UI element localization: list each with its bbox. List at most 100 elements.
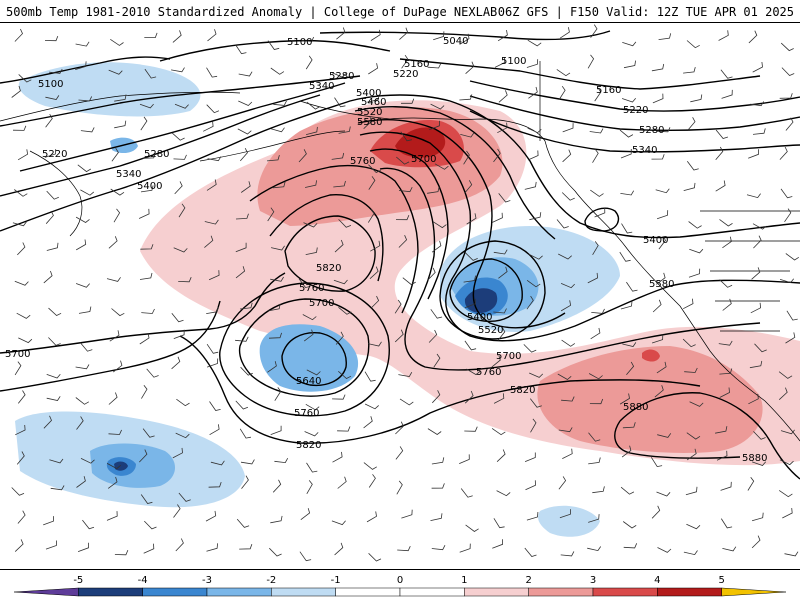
wind-barb bbox=[401, 509, 413, 519]
wind-barb bbox=[333, 279, 348, 285]
wind-barb bbox=[178, 277, 192, 283]
warm-anomaly-region-southwest bbox=[537, 346, 763, 453]
wind-barb bbox=[491, 428, 506, 436]
colorbar-segment bbox=[399, 587, 465, 597]
wind-barb-layer bbox=[11, 24, 800, 562]
wind-barb bbox=[428, 329, 438, 343]
wind-barb bbox=[48, 337, 61, 346]
wind-barb bbox=[460, 132, 475, 138]
wind-barb bbox=[337, 426, 351, 432]
contour-label: 5280 bbox=[329, 71, 354, 82]
wind-barb bbox=[689, 248, 704, 254]
wind-barb bbox=[140, 244, 154, 250]
wind-barb bbox=[753, 431, 766, 440]
wind-barb bbox=[142, 428, 155, 438]
wind-barb bbox=[77, 164, 92, 173]
wind-barb bbox=[778, 490, 793, 498]
wind-barb bbox=[587, 546, 602, 552]
wind-barb bbox=[588, 432, 601, 442]
wind-barb bbox=[18, 74, 32, 83]
cold-anomaly-region-central-pacific bbox=[259, 324, 359, 392]
wind-barb bbox=[367, 341, 382, 347]
wind-barb bbox=[363, 462, 378, 470]
wind-barb bbox=[528, 86, 538, 99]
wind-barb bbox=[270, 67, 285, 75]
wind-barb bbox=[561, 396, 575, 402]
contour-5400-bc-low bbox=[584, 207, 620, 232]
wind-barb bbox=[75, 283, 90, 288]
wind-barb bbox=[114, 94, 127, 102]
wind-barb bbox=[430, 103, 445, 110]
contour-label: 5580 bbox=[649, 279, 674, 290]
coastline-alaska bbox=[299, 100, 576, 192]
wind-barb bbox=[364, 371, 376, 382]
colorbar-segment bbox=[528, 587, 594, 597]
contour-label: 5220 bbox=[623, 105, 648, 116]
wind-barb bbox=[689, 401, 704, 407]
wind-barb bbox=[560, 300, 572, 312]
colorbar-segment bbox=[464, 587, 529, 597]
wind-barb bbox=[236, 518, 250, 528]
wind-barb bbox=[780, 188, 793, 199]
wind-barb bbox=[46, 396, 61, 401]
contour-label: 5880 bbox=[742, 453, 767, 464]
wind-barb bbox=[108, 69, 123, 75]
wind-barb bbox=[751, 267, 761, 280]
contour-label: 5400 bbox=[137, 181, 162, 192]
wind-barb bbox=[269, 547, 282, 557]
wind-barb bbox=[270, 276, 284, 282]
wind-barb bbox=[368, 176, 376, 190]
wind-barb bbox=[235, 213, 249, 220]
wind-barb bbox=[172, 447, 183, 459]
wind-barb bbox=[748, 149, 759, 159]
wind-barb bbox=[524, 452, 536, 462]
wind-barb bbox=[779, 93, 793, 99]
colorbar-arrow-right bbox=[721, 587, 787, 597]
wind-barb bbox=[48, 68, 63, 74]
wind-barb bbox=[109, 330, 120, 342]
wind-barb bbox=[78, 96, 93, 102]
colorbar-tick-label: 0 bbox=[397, 575, 403, 586]
wind-barb bbox=[785, 332, 796, 344]
contour-label: 5400 bbox=[643, 235, 668, 246]
wind-barb bbox=[207, 29, 217, 42]
wind-barb bbox=[465, 252, 478, 261]
wind-barb bbox=[267, 40, 280, 50]
wind-barb bbox=[235, 336, 249, 342]
wind-barb bbox=[112, 360, 123, 373]
contour-label: 5400 bbox=[356, 88, 381, 99]
wind-barb bbox=[238, 100, 253, 106]
wind-barb bbox=[686, 432, 701, 440]
wind-barb bbox=[11, 487, 25, 496]
contour-5100-a bbox=[159, 39, 391, 62]
wind-barb bbox=[176, 398, 190, 407]
wind-barb bbox=[303, 329, 314, 342]
wind-barb bbox=[300, 36, 315, 42]
wind-barb bbox=[50, 485, 65, 491]
wind-barb bbox=[141, 308, 155, 314]
wind-barb bbox=[46, 373, 61, 379]
colorbar-svg: -5 -4 -3 -2 -1 0 1 2 3 4 5 bbox=[13, 575, 787, 597]
wind-barb bbox=[588, 514, 600, 523]
wind-barb bbox=[80, 127, 95, 133]
contour-label: 5280 bbox=[639, 125, 664, 136]
wind-barb bbox=[367, 209, 375, 223]
wind-barb bbox=[108, 236, 118, 249]
wind-barb bbox=[429, 120, 440, 131]
wind-barb bbox=[394, 329, 404, 343]
wind-barb bbox=[619, 393, 630, 405]
wind-barb bbox=[754, 343, 767, 353]
wind-barb bbox=[45, 540, 57, 550]
wind-barb bbox=[498, 266, 508, 279]
contour-label: 5100 bbox=[287, 37, 312, 48]
wind-barb bbox=[205, 510, 217, 522]
wind-barb bbox=[493, 148, 501, 163]
wind-barb bbox=[721, 89, 733, 99]
wind-barb bbox=[464, 180, 473, 194]
wind-barb bbox=[273, 100, 287, 106]
wind-barb bbox=[785, 253, 800, 261]
wind-barb bbox=[459, 33, 470, 45]
wind-barb bbox=[498, 193, 511, 203]
wind-barb bbox=[299, 551, 312, 562]
wind-barb bbox=[682, 338, 696, 348]
